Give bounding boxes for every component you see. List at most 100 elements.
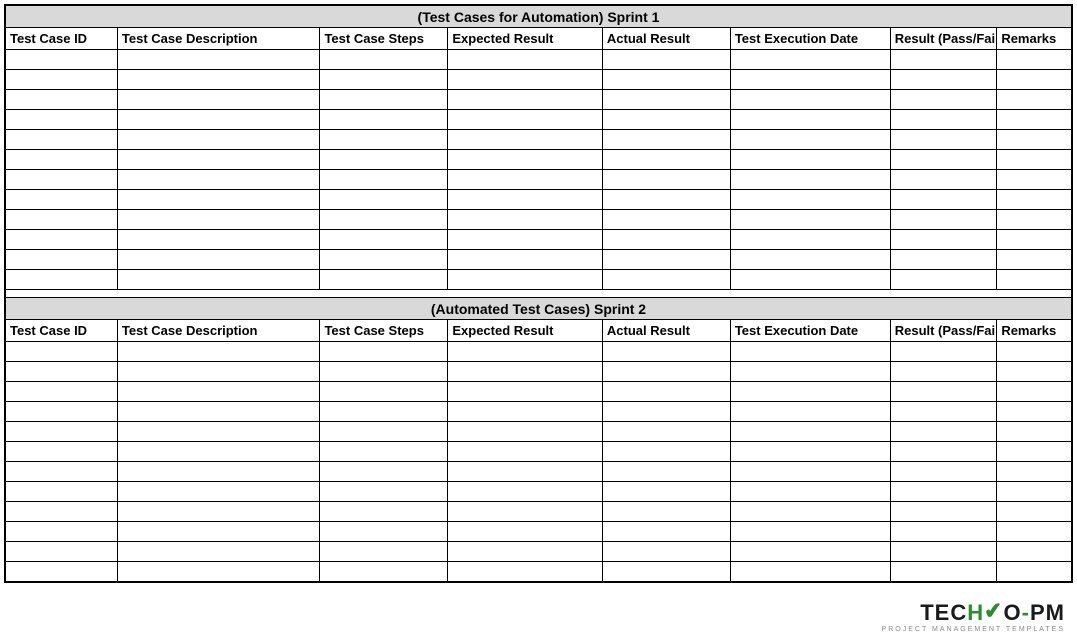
table-cell[interactable] <box>117 170 320 190</box>
table-cell[interactable] <box>320 482 448 502</box>
table-cell[interactable] <box>6 230 118 250</box>
table-cell[interactable] <box>117 90 320 110</box>
table-cell[interactable] <box>6 190 118 210</box>
table-cell[interactable] <box>320 90 448 110</box>
table-cell[interactable] <box>997 502 1072 522</box>
table-cell[interactable] <box>602 342 730 362</box>
table-cell[interactable] <box>6 270 118 290</box>
table-cell[interactable] <box>117 230 320 250</box>
table-cell[interactable] <box>890 402 997 422</box>
table-cell[interactable] <box>602 50 730 70</box>
table-cell[interactable] <box>890 270 997 290</box>
table-cell[interactable] <box>997 482 1072 502</box>
table-cell[interactable] <box>448 542 603 562</box>
table-cell[interactable] <box>997 150 1072 170</box>
table-cell[interactable] <box>448 210 603 230</box>
table-cell[interactable] <box>602 90 730 110</box>
table-cell[interactable] <box>890 342 997 362</box>
table-cell[interactable] <box>997 342 1072 362</box>
table-cell[interactable] <box>890 130 997 150</box>
table-cell[interactable] <box>320 270 448 290</box>
table-cell[interactable] <box>890 110 997 130</box>
table-cell[interactable] <box>6 382 118 402</box>
table-cell[interactable] <box>320 402 448 422</box>
table-cell[interactable] <box>730 110 890 130</box>
table-cell[interactable] <box>730 50 890 70</box>
table-cell[interactable] <box>448 270 603 290</box>
table-cell[interactable] <box>448 250 603 270</box>
table-cell[interactable] <box>602 462 730 482</box>
table-cell[interactable] <box>320 522 448 542</box>
table-cell[interactable] <box>448 422 603 442</box>
table-cell[interactable] <box>320 110 448 130</box>
table-cell[interactable] <box>602 250 730 270</box>
table-cell[interactable] <box>602 70 730 90</box>
table-cell[interactable] <box>890 150 997 170</box>
table-cell[interactable] <box>602 522 730 542</box>
table-cell[interactable] <box>6 542 118 562</box>
table-cell[interactable] <box>117 210 320 230</box>
table-cell[interactable] <box>730 90 890 110</box>
table-cell[interactable] <box>730 170 890 190</box>
table-cell[interactable] <box>117 382 320 402</box>
table-cell[interactable] <box>320 562 448 582</box>
table-cell[interactable] <box>448 110 603 130</box>
table-cell[interactable] <box>997 402 1072 422</box>
table-cell[interactable] <box>602 150 730 170</box>
table-cell[interactable] <box>730 462 890 482</box>
table-cell[interactable] <box>6 422 118 442</box>
table-cell[interactable] <box>730 342 890 362</box>
table-cell[interactable] <box>117 342 320 362</box>
table-cell[interactable] <box>602 562 730 582</box>
table-cell[interactable] <box>320 542 448 562</box>
table-cell[interactable] <box>890 502 997 522</box>
table-cell[interactable] <box>448 502 603 522</box>
table-cell[interactable] <box>730 270 890 290</box>
table-cell[interactable] <box>997 90 1072 110</box>
table-cell[interactable] <box>890 70 997 90</box>
table-cell[interactable] <box>320 230 448 250</box>
table-cell[interactable] <box>320 130 448 150</box>
table-cell[interactable] <box>997 170 1072 190</box>
table-cell[interactable] <box>320 422 448 442</box>
table-cell[interactable] <box>448 130 603 150</box>
table-cell[interactable] <box>6 462 118 482</box>
table-cell[interactable] <box>890 462 997 482</box>
table-cell[interactable] <box>890 170 997 190</box>
table-cell[interactable] <box>320 462 448 482</box>
table-cell[interactable] <box>890 422 997 442</box>
table-cell[interactable] <box>997 50 1072 70</box>
table-cell[interactable] <box>448 170 603 190</box>
table-cell[interactable] <box>730 442 890 462</box>
table-cell[interactable] <box>6 50 118 70</box>
table-cell[interactable] <box>6 482 118 502</box>
table-cell[interactable] <box>448 402 603 422</box>
table-cell[interactable] <box>890 442 997 462</box>
table-cell[interactable] <box>117 270 320 290</box>
table-cell[interactable] <box>730 130 890 150</box>
table-cell[interactable] <box>730 542 890 562</box>
table-cell[interactable] <box>448 230 603 250</box>
table-cell[interactable] <box>448 50 603 70</box>
table-cell[interactable] <box>997 562 1072 582</box>
table-cell[interactable] <box>890 250 997 270</box>
table-cell[interactable] <box>320 502 448 522</box>
table-cell[interactable] <box>730 210 890 230</box>
table-cell[interactable] <box>6 562 118 582</box>
table-cell[interactable] <box>117 462 320 482</box>
table-cell[interactable] <box>6 342 118 362</box>
table-cell[interactable] <box>997 130 1072 150</box>
table-cell[interactable] <box>320 342 448 362</box>
table-cell[interactable] <box>730 482 890 502</box>
table-cell[interactable] <box>730 70 890 90</box>
table-cell[interactable] <box>448 70 603 90</box>
table-cell[interactable] <box>730 402 890 422</box>
table-cell[interactable] <box>117 190 320 210</box>
table-cell[interactable] <box>320 362 448 382</box>
table-cell[interactable] <box>602 270 730 290</box>
table-cell[interactable] <box>117 422 320 442</box>
table-cell[interactable] <box>997 190 1072 210</box>
table-cell[interactable] <box>117 542 320 562</box>
table-cell[interactable] <box>6 70 118 90</box>
table-cell[interactable] <box>602 190 730 210</box>
